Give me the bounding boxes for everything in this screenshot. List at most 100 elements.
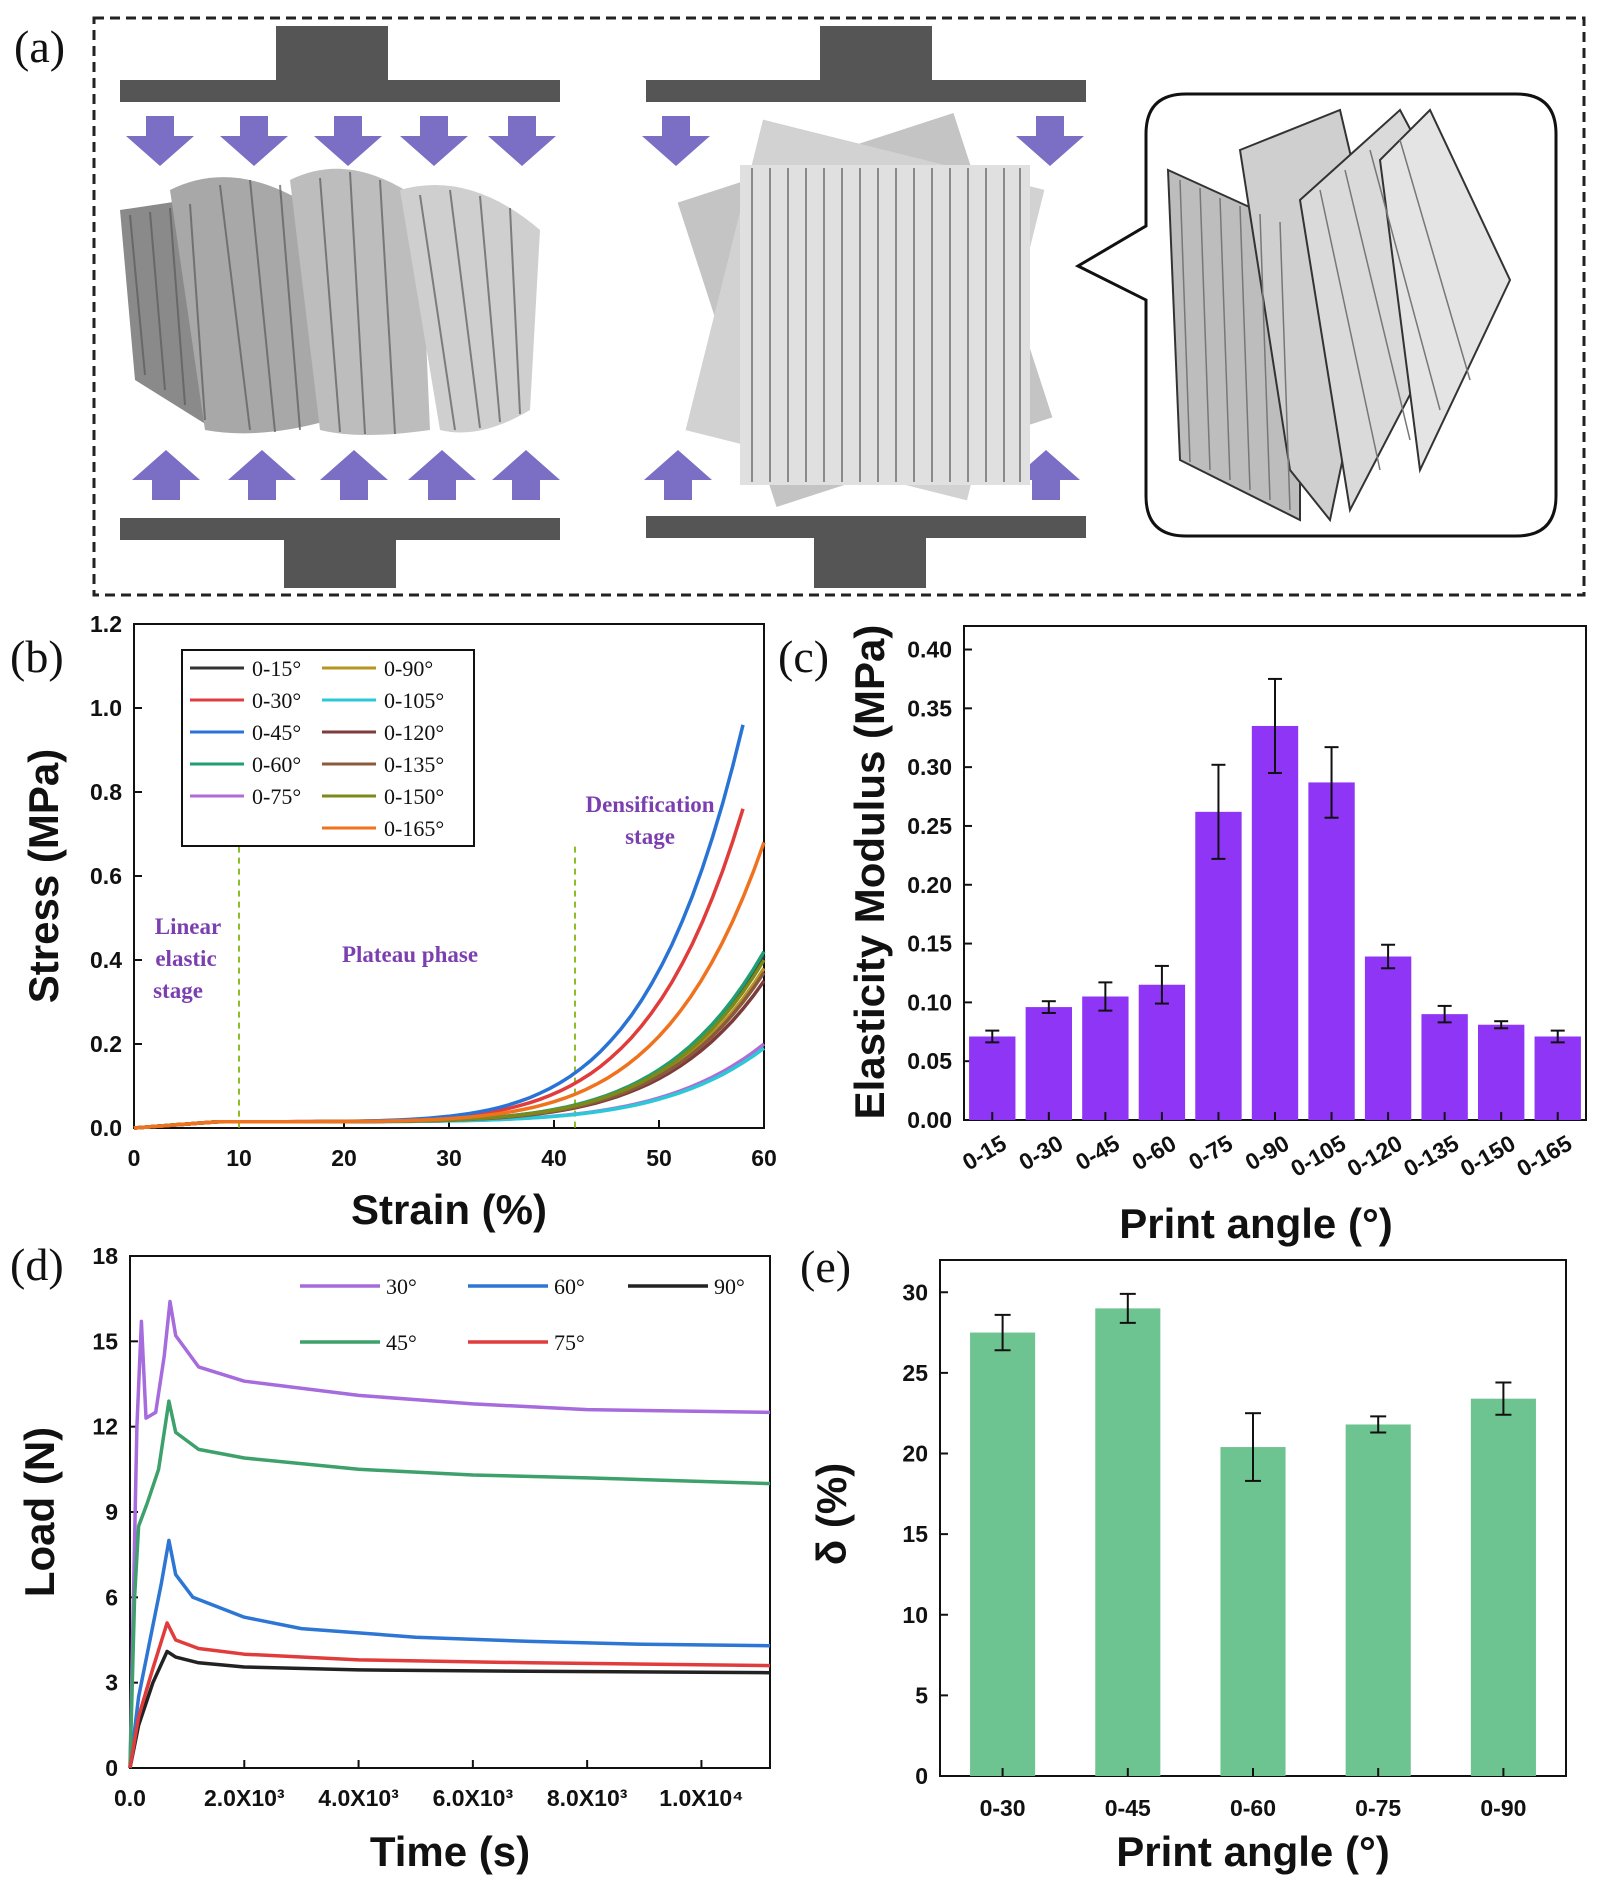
y-tick-label-c: 0.00	[907, 1107, 952, 1133]
series-line-b	[133, 950, 766, 1130]
panel-c-label: (c)	[778, 631, 829, 682]
y-tick-label-d: 9	[105, 1499, 118, 1525]
panel-a: (a)	[14, 16, 1586, 597]
y-tick-label-e: 20	[902, 1441, 928, 1467]
press-illustration-middle	[646, 26, 1086, 588]
x-axis-title-e: Print angle (°)	[1116, 1828, 1389, 1875]
y-tick-label-e: 0	[915, 1763, 928, 1789]
y-tick-label-c: 0.20	[907, 872, 952, 898]
panel-a-label: (a)	[14, 21, 65, 72]
layer-detail-callout	[1074, 92, 1558, 538]
series-line-b	[133, 954, 766, 1130]
bar-e	[970, 1332, 1036, 1776]
y-tick-label-d: 3	[105, 1670, 118, 1696]
y-axis-title-b: Stress (MPa)	[20, 749, 67, 1003]
series-line-d	[128, 1399, 771, 1769]
panel-b-label: (b)	[10, 631, 64, 682]
y-tick-label-b: 0.6	[90, 863, 122, 889]
legend-label-b: 0-165°	[384, 816, 444, 841]
annotation-densification-line2: stage	[625, 824, 675, 849]
y-tick-label-e: 15	[902, 1521, 928, 1547]
series-line-d	[128, 1538, 771, 1769]
y-tick-label-b: 0.2	[90, 1031, 122, 1057]
x-tick-label-d: 6.0X10³	[433, 1785, 514, 1811]
bar-c	[969, 1036, 1016, 1120]
x-tick-label-e: 0-75	[1355, 1795, 1401, 1821]
x-tick-label-b: 0	[128, 1145, 141, 1171]
bar-e	[1095, 1308, 1161, 1776]
annotation-densification-line1: Densification	[585, 792, 714, 817]
x-tick-label-e: 0-90	[1480, 1795, 1526, 1821]
x-axis-title-c: Print angle (°)	[1119, 1200, 1392, 1247]
legend-label-b: 0-15°	[252, 656, 301, 681]
legend-label-d: 90°	[714, 1274, 745, 1299]
rotated-rod-stack	[677, 113, 1053, 507]
legend-label-d: 45°	[386, 1330, 417, 1355]
panel-d-label: (d)	[10, 1239, 64, 1290]
y-tick-label-d: 6	[105, 1584, 118, 1610]
annotation-linear-elastic-line3: stage	[153, 978, 203, 1003]
bar-c	[1477, 1024, 1525, 1120]
x-tick-label-b: 10	[226, 1145, 252, 1171]
press-illustration-left	[120, 26, 560, 588]
x-tick-label-c: 0-105	[1286, 1130, 1350, 1182]
legend-label-d: 75°	[554, 1330, 585, 1355]
x-tick-label-d: 4.0X10³	[318, 1785, 399, 1811]
bar-c	[1082, 996, 1129, 1120]
legend-label-b: 0-105°	[384, 688, 444, 713]
y-tick-label-e: 10	[902, 1602, 928, 1628]
legend-label-b: 0-120°	[384, 720, 444, 745]
x-tick-label-c: 0-120	[1343, 1130, 1407, 1182]
chart-d-marks: 0.0 2.0X10³ 4.0X10³ 6.0X10³ 8.0X10³ 1.0X10⁴ 0 3…	[92, 1243, 771, 1811]
bar-c	[1364, 956, 1412, 1120]
x-tick-label-c: 0-15	[958, 1130, 1011, 1176]
x-axis-title-d: Time (s)	[370, 1828, 530, 1875]
x-tick-label-c: 0-45	[1071, 1130, 1124, 1176]
y-tick-label-c: 0.30	[907, 754, 952, 780]
bar-c	[1534, 1036, 1581, 1120]
legend-label-b: 0-60°	[252, 752, 301, 777]
x-tick-label-b: 40	[541, 1145, 567, 1171]
x-tick-label-e: 0-30	[980, 1795, 1026, 1821]
series-line-b	[133, 971, 766, 1130]
x-tick-label-b: 20	[331, 1145, 357, 1171]
legend-label-b: 0-75°	[252, 784, 301, 809]
x-tick-label-d: 0.0	[114, 1785, 146, 1811]
annotation-linear-elastic-line1: Linear	[155, 914, 221, 939]
legend-label-b: 0-90°	[384, 656, 433, 681]
bar-c	[1025, 1007, 1073, 1120]
y-tick-label-b: 0.0	[90, 1115, 122, 1141]
panel-b: (b) 0 10 20 30 40 50 60 0.0 0.2 0.4 0.6 0.8 1.0 1.2 S…	[10, 611, 777, 1233]
y-axis-title-e: δ (%)	[808, 1463, 855, 1565]
chart-e-marks: 0 5 10 15 20 25 30 0-30 0-45 0-60 0-75 0-90	[902, 1279, 1536, 1821]
x-axis-title-b: Strain (%)	[351, 1186, 547, 1233]
chart-b-marks: 0 10 20 30 40 50 60 0.0 0.2 0.4 0.6 0.8 1.0 1.2	[90, 611, 777, 1171]
x-tick-label-b: 30	[436, 1145, 462, 1171]
y-tick-label-b: 0.4	[90, 947, 122, 973]
panel-e-label: (e)	[800, 1241, 851, 1292]
bar-c	[1421, 1014, 1468, 1120]
panel-d: (d) 0.0 2.0X10³ 4.0X10³ 6.0X10³ 8.0X10³ 1.0X1…	[10, 1239, 771, 1875]
y-tick-label-d: 18	[92, 1243, 118, 1269]
y-tick-label-e: 25	[902, 1360, 928, 1386]
y-tick-label-c: 0.25	[907, 813, 952, 839]
series-line-d	[128, 1299, 771, 1769]
x-tick-label-c: 0-60	[1128, 1130, 1181, 1176]
series-line-d	[128, 1621, 771, 1769]
annotation-linear-elastic-line2: elastic	[155, 946, 216, 971]
up-arrows-middle	[644, 450, 1080, 500]
legend-label-d: 30°	[386, 1274, 417, 1299]
series-line-b	[133, 841, 766, 1130]
series-line-b	[133, 979, 766, 1130]
y-tick-label-c: 0.35	[907, 695, 952, 721]
y-tick-label-d: 0	[105, 1755, 118, 1781]
x-tick-label-c: 0-30	[1014, 1130, 1067, 1176]
bar-e	[1345, 1424, 1411, 1776]
bar-e	[1470, 1398, 1536, 1776]
x-tick-label-c: 0-150	[1456, 1130, 1520, 1182]
chart-c-marks: 0.00 0.05 0.10 0.15 0.20 0.25 0.30 0.35 0.40 0-15…	[907, 637, 1581, 1182]
y-tick-label-b: 1.2	[90, 611, 122, 637]
y-tick-label-c: 0.05	[907, 1048, 952, 1074]
down-arrows-middle	[642, 116, 1084, 166]
series-line-d	[128, 1649, 771, 1769]
